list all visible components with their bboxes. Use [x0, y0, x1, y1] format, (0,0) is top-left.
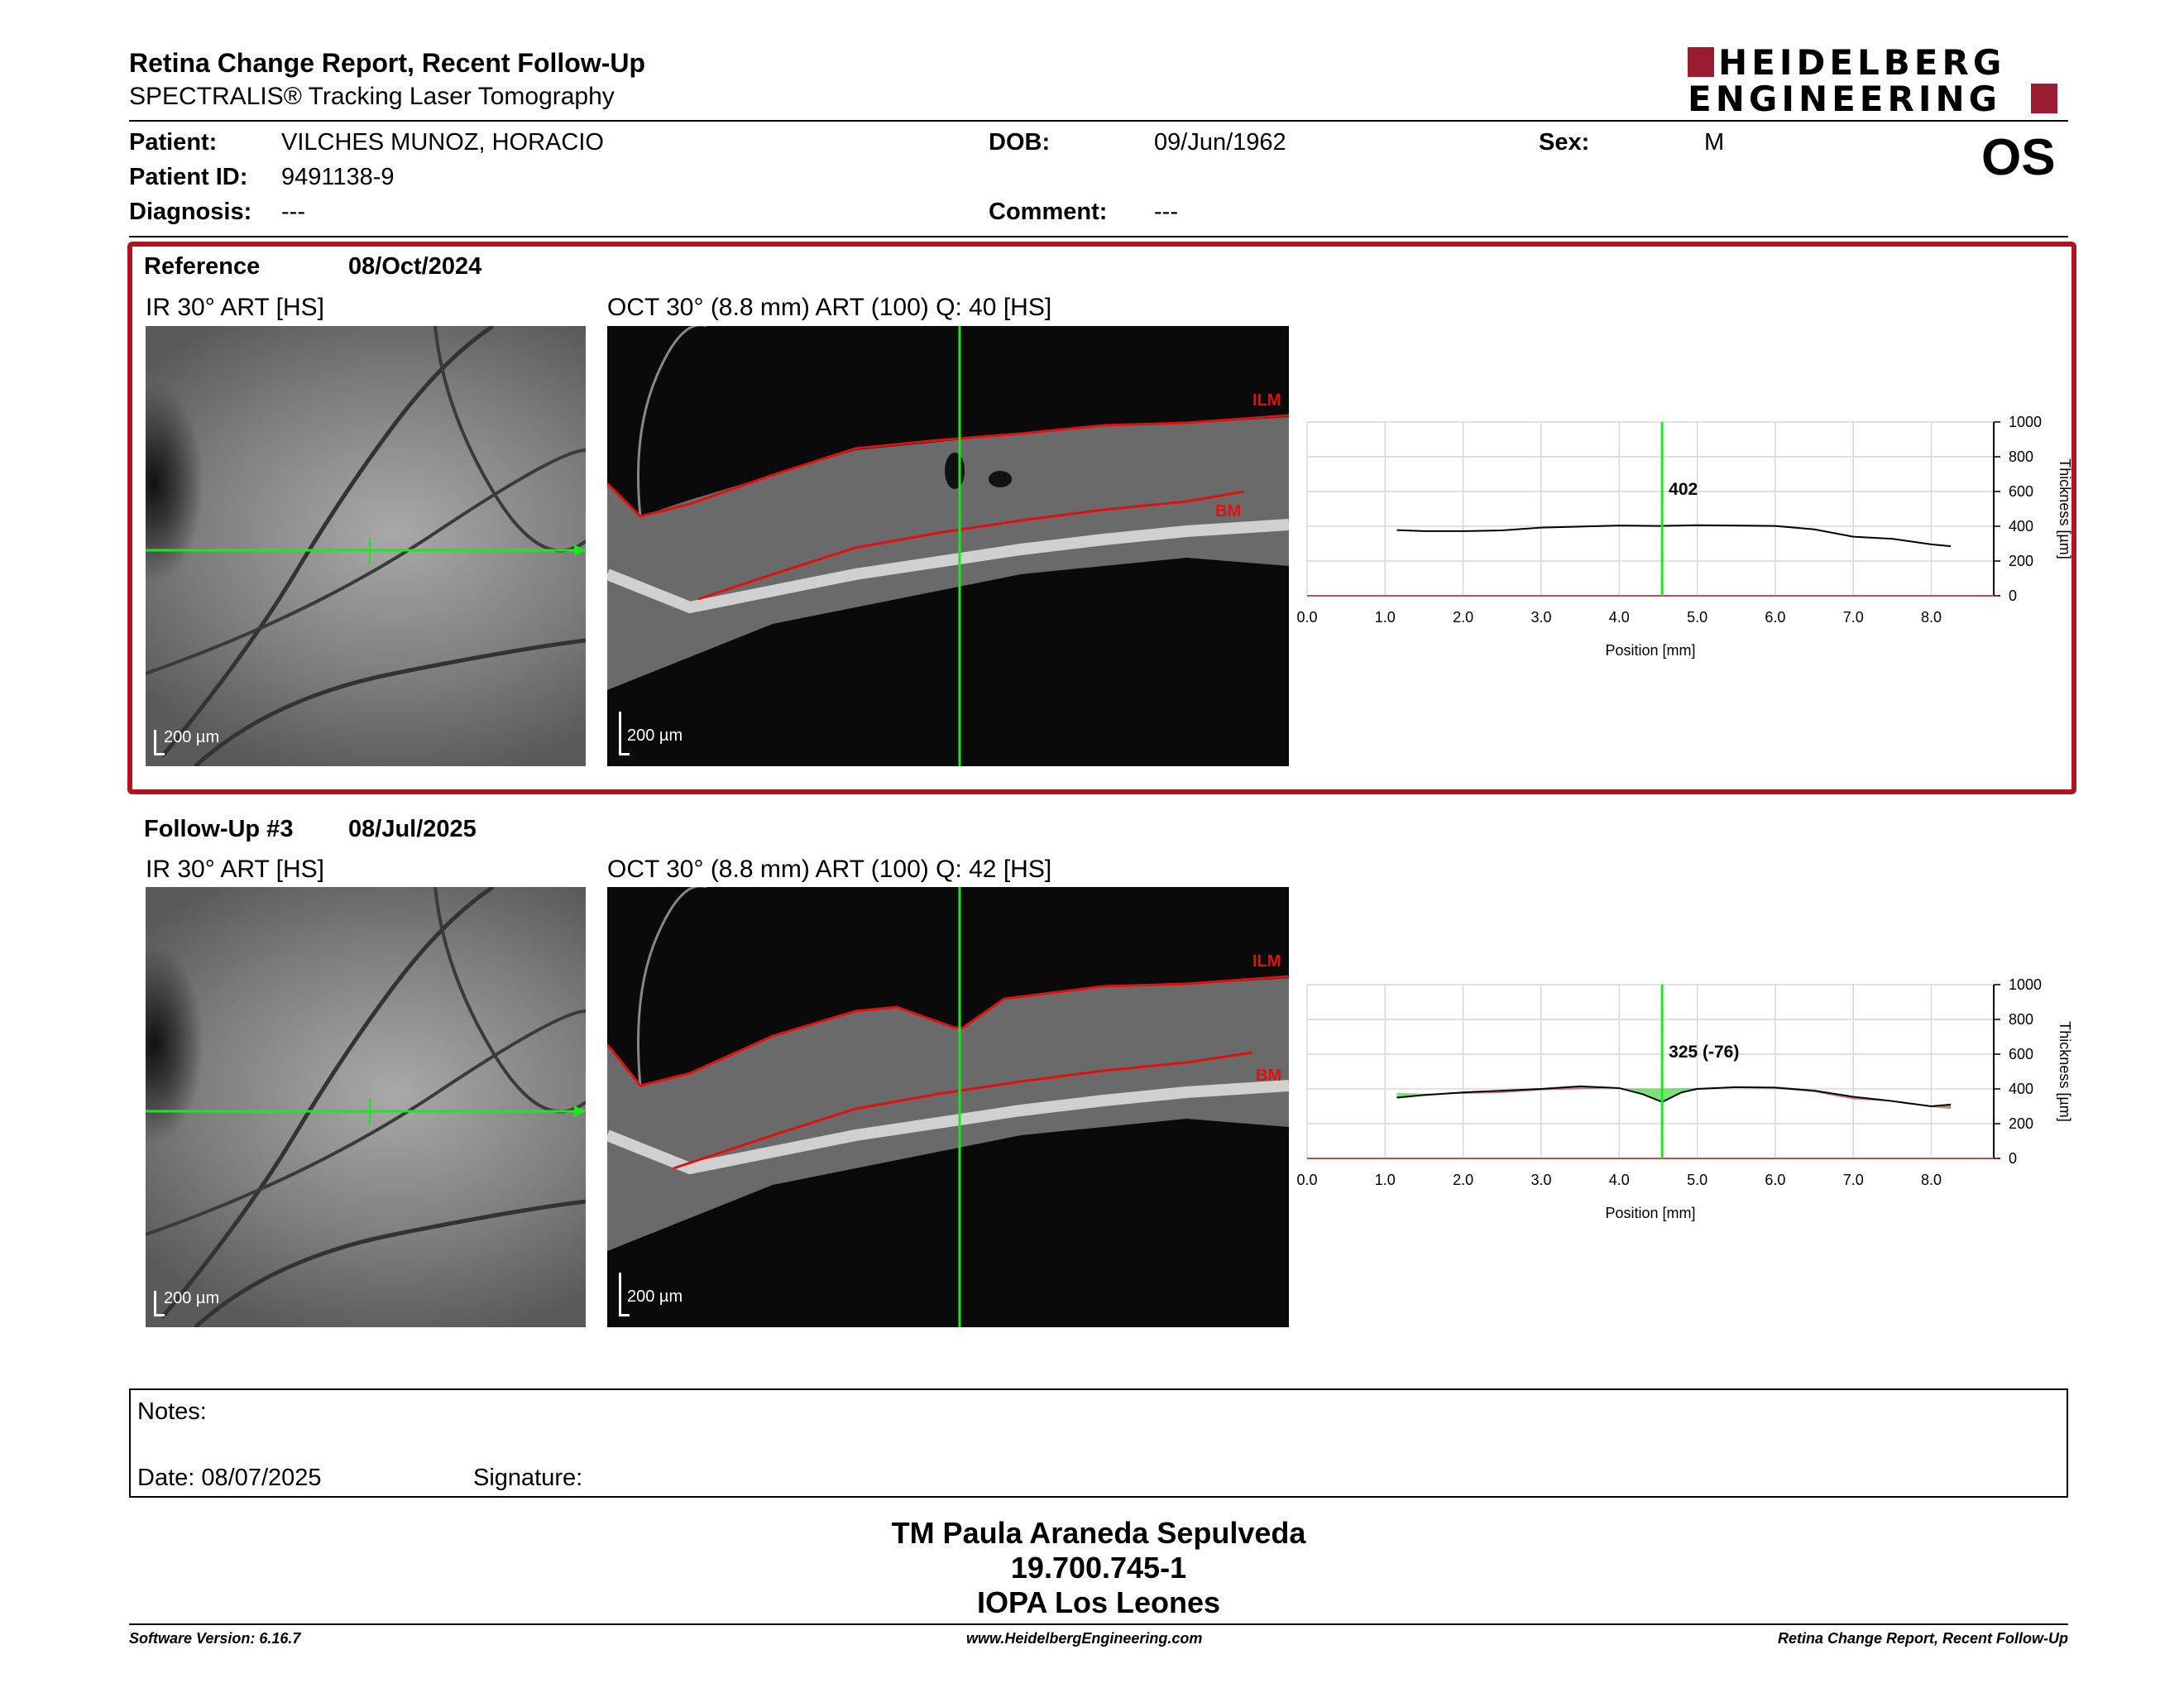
- reference-label: Reference: [144, 253, 261, 280]
- reference-ir-title: IR 30° ART [HS]: [146, 294, 324, 321]
- thickness-line: [1396, 1085, 1952, 1108]
- followup-ir-title: IR 30° ART [HS]: [146, 856, 324, 883]
- followup-oct-image: ILM BM 200 µm: [607, 887, 1289, 1327]
- y-tick-label: 1000: [2009, 976, 2042, 993]
- followup-oct-title: OCT 30° (8.8 mm) ART (100) Q: 42 [HS]: [607, 856, 1052, 883]
- followup-thickness-chart: 0.0 1.0 2.0 3.0 4.0 5.0 6.0 7.0 8.0 0 200 400 600 800…: [1296, 976, 2073, 1221]
- x-tick-label: 7.0: [1843, 609, 1864, 626]
- x-tick-label: 8.0: [1921, 609, 1942, 626]
- reference-bm-label: BM: [1215, 502, 1241, 520]
- reference-ir-image: 200 µm: [146, 326, 586, 766]
- y-axis-label: Thickness [µm]: [2057, 458, 2073, 559]
- notes-label: Notes:: [137, 1398, 207, 1425]
- followup-bm-label: BM: [1256, 1067, 1281, 1085]
- reference-oct-image: ILM BM 200 µm: [607, 326, 1289, 766]
- y-tick-label: 200: [2009, 1115, 2033, 1132]
- reference-ir-scale: 200 µm: [164, 728, 220, 746]
- thinning-area: [1662, 1088, 1682, 1102]
- followup-ilm-label: ILM: [1252, 952, 1281, 971]
- y-tick-label: 200: [2009, 553, 2033, 569]
- reference-section: [127, 242, 2076, 794]
- x-axis-label: Position [mm]: [1605, 642, 1695, 659]
- signature-label: Signature:: [473, 1465, 583, 1491]
- y-tick-label: 1000: [2009, 414, 2042, 430]
- y-tick-label: 800: [2009, 1011, 2033, 1028]
- x-tick-label: 6.0: [1765, 1172, 1785, 1188]
- heidelberg-logo: HEIDELBERG ENGINEERING: [1684, 42, 2064, 119]
- operator-name: TM Paula Araneda Sepulveda: [891, 1516, 1306, 1550]
- operator-clinic: IOPA Los Leones: [976, 1585, 1221, 1619]
- patient-id: 9491138-9: [281, 164, 395, 190]
- followup-oct-scale: 200 µm: [627, 1288, 683, 1306]
- diagnosis-value: ---: [281, 199, 305, 225]
- reference-ilm-label: ILM: [1252, 391, 1281, 410]
- x-tick-label: 6.0: [1765, 609, 1785, 626]
- reference-oct-title: OCT 30° (8.8 mm) ART (100) Q: 40 [HS]: [607, 294, 1052, 321]
- x-tick-label: 2.0: [1453, 1172, 1473, 1188]
- eye-label: OS: [1981, 129, 2056, 186]
- x-tick-label: 3.0: [1530, 609, 1551, 626]
- website-link[interactable]: www.HeidelbergEngineering.com: [966, 1630, 1203, 1647]
- thickness-line: [1396, 524, 1952, 548]
- comment-value: ---: [1154, 199, 1178, 225]
- logo-line1: HEIDELBERG: [1718, 42, 2006, 83]
- sex-label: Sex:: [1539, 129, 1590, 156]
- y-tick-label: 0: [2009, 1150, 2017, 1167]
- dob-value: 09/Jun/1962: [1154, 129, 1286, 156]
- x-tick-label: 5.0: [1687, 609, 1707, 626]
- operator-block: TM Paula Araneda Sepulveda 19.700.745-1 …: [129, 1516, 2068, 1620]
- followup-ir-scale: 200 µm: [164, 1289, 220, 1307]
- y-tick-label: 600: [2009, 1046, 2033, 1062]
- patient-label: Patient:: [129, 129, 218, 156]
- notes-date: Date: 08/07/2025: [137, 1465, 322, 1491]
- patient-id-label: Patient ID:: [129, 164, 248, 190]
- followup-date: 08/Jul/2025: [348, 816, 477, 842]
- operator-rut: 19.700.745-1: [1010, 1551, 1187, 1585]
- reference-oct-scale: 200 µm: [627, 727, 683, 745]
- comment-label: Comment:: [989, 199, 1108, 225]
- x-tick-label: 0.0: [1296, 1172, 1317, 1188]
- y-tick-label: 400: [2009, 518, 2033, 535]
- followup-ir-image: 200 µm: [146, 887, 586, 1327]
- x-tick-label: 7.0: [1843, 1172, 1864, 1188]
- x-tick-label: 4.0: [1609, 1172, 1630, 1188]
- followup-label: Follow-Up #3: [144, 816, 294, 842]
- y-axis-label: Thickness [µm]: [2057, 1021, 2073, 1121]
- x-tick-label: 1.0: [1375, 609, 1396, 626]
- x-tick-label: 0.0: [1296, 609, 1317, 626]
- reference-date: 08/Oct/2024: [348, 253, 482, 280]
- patient-name: VILCHES MUNOZ, HORACIO: [281, 129, 604, 156]
- y-tick-label: 0: [2009, 587, 2017, 604]
- x-tick-label: 2.0: [1453, 609, 1473, 626]
- report-subtitle: SPECTRALIS® Tracking Laser Tomography: [129, 83, 615, 110]
- report-title: Retina Change Report, Recent Follow-Up: [129, 48, 646, 78]
- y-tick-label: 600: [2009, 483, 2033, 500]
- x-tick-label: 8.0: [1921, 1172, 1942, 1188]
- x-tick-label: 5.0: [1687, 1172, 1707, 1188]
- diagnosis-label: Diagnosis:: [129, 199, 252, 225]
- footer-report-name: Retina Change Report, Recent Follow-Up: [1777, 1630, 2068, 1647]
- x-tick-label: 4.0: [1609, 609, 1630, 626]
- dob-label: DOB:: [989, 129, 1051, 156]
- cursor-value-label: 325 (-76): [1669, 1043, 1739, 1062]
- x-tick-label: 3.0: [1530, 1172, 1551, 1188]
- x-axis-label: Position [mm]: [1605, 1205, 1695, 1221]
- thinning-area: [1642, 1088, 1663, 1102]
- cursor-value-label: 402: [1669, 480, 1698, 499]
- notes-box: Notes: Date: 08/07/2025 Signature:: [129, 1388, 2068, 1498]
- y-tick-label: 800: [2009, 448, 2033, 465]
- sex-value: M: [1704, 129, 1725, 156]
- logo-line2: ENGINEERING: [1688, 79, 2002, 119]
- reference-thickness-chart: 0.0 1.0 2.0 3.0 4.0 5.0 6.0 7.0 8.0 0 200 400 600 800…: [1296, 414, 2073, 659]
- software-version: Software Version: 6.16.7: [129, 1630, 301, 1647]
- x-tick-label: 1.0: [1375, 1172, 1396, 1188]
- y-tick-label: 400: [2009, 1081, 2033, 1097]
